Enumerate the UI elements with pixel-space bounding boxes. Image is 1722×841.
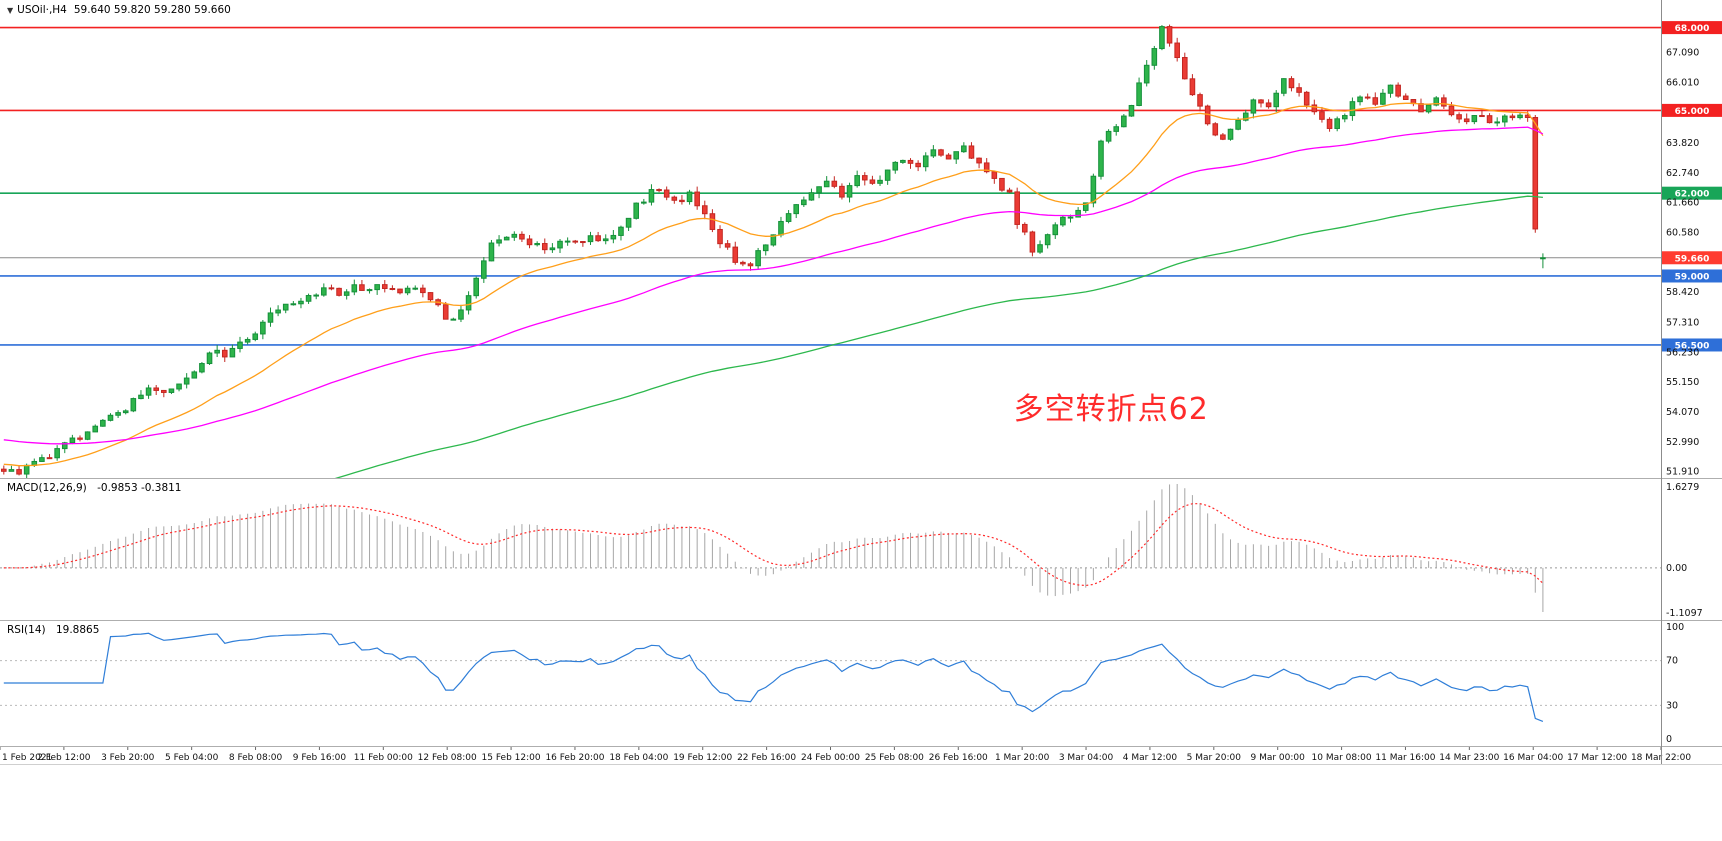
time-axis-label: 26 Feb 16:00: [929, 753, 988, 763]
price-tag: [1662, 251, 1722, 265]
macd-values: -0.9853 -0.3811: [97, 482, 182, 494]
rsi-line: [3, 632, 1544, 722]
time-axis-label: 25 Feb 08:00: [865, 753, 924, 763]
price-axis-tick: 66.010: [1666, 78, 1699, 89]
time-axis-label: 16 Mar 04:00: [1503, 753, 1563, 763]
collapse-arrow-icon[interactable]: ▼: [7, 6, 14, 15]
price-axis-tick: 52.990: [1666, 437, 1699, 448]
annotation-text[interactable]: 多空转折点62: [1013, 391, 1209, 427]
time-axis-label: 4 Mar 12:00: [1123, 753, 1178, 763]
price-axis-tick: 54.070: [1666, 407, 1699, 418]
macd-axis-min: -1.1097: [1666, 608, 1703, 619]
price-axis-tick: 61.660: [1666, 198, 1699, 209]
time-axis-label: 5 Mar 20:00: [1187, 753, 1242, 763]
price-axis-tick: 58.420: [1666, 287, 1699, 298]
price-axis-divider: [1661, 0, 1662, 764]
time-axis-label: 2 Feb 12:00: [37, 753, 91, 763]
macd-axis-max: 1.6279: [1666, 482, 1699, 493]
price-axis-labels[interactable]: 68.000 67.090 66.010 65.000 63.820 62.740 62.0…: [1662, 21, 1722, 478]
rsi-name: RSI(14): [7, 624, 46, 636]
price-axis-tick: 55.150: [1666, 377, 1699, 388]
pane-separator: [0, 764, 1722, 765]
price-axis-tick: 63.820: [1666, 138, 1699, 149]
price-tag: [1662, 269, 1722, 283]
time-axis-label: 9 Feb 16:00: [293, 753, 347, 763]
price-tag: [1662, 338, 1722, 352]
macd-signal-line: [3, 503, 1544, 587]
price-axis-tick: 67.090: [1666, 48, 1699, 59]
level-lines: [0, 26, 1661, 346]
time-axis-label: 1 Mar 20:00: [995, 753, 1050, 763]
time-axis-label: 17 Mar 12:00: [1567, 753, 1627, 763]
ma-fast-line: [3, 102, 1544, 467]
rsi-indicator-label: RSI(14) 19.8865: [7, 624, 99, 636]
rsi-axis-tick: 30: [1666, 700, 1678, 711]
rsi-axis-tick: 100: [1666, 622, 1684, 633]
pane-separator[interactable]: [0, 478, 1722, 479]
price-tag: [1662, 186, 1722, 200]
rsi-axis-tick: 70: [1666, 656, 1678, 667]
time-axis-label: 18 Feb 04:00: [609, 753, 668, 763]
price-tag-text: 59.660: [1675, 254, 1710, 264]
price-tag-text: 68.000: [1675, 24, 1710, 34]
pane-separator: [0, 746, 1722, 747]
time-axis-label: 19 Feb 12:00: [673, 753, 732, 763]
time-axis-label: 1 Feb 2021: [2, 753, 52, 763]
chart-header: ▼ USOil·,H4 59.640 59.820 59.280 59.660: [7, 4, 231, 16]
macd-histogram: [10, 484, 1544, 612]
pane-separator[interactable]: [0, 620, 1722, 621]
rsi-value: 19.8865: [55, 624, 100, 636]
time-axis-label: 14 Mar 23:00: [1439, 753, 1499, 763]
time-axis-label: 12 Feb 08:00: [418, 753, 477, 763]
symbol-period-label: USOil·,H4: [17, 4, 67, 16]
macd-pane-canvas[interactable]: 1.6279 0.00 -1.1097: [0, 478, 1722, 620]
time-axis-label: 11 Feb 00:00: [354, 753, 413, 763]
rsi-axis-tick: 0: [1666, 734, 1672, 745]
macd-name: MACD(12,26,9): [7, 482, 87, 494]
ma-slow-line: [334, 195, 1543, 478]
candles: [1, 24, 1546, 478]
price-tag-text: 62.000: [1675, 190, 1710, 200]
price-tag: [1662, 103, 1722, 117]
time-axis-label: 24 Feb 00:00: [801, 753, 860, 763]
time-axis-label: 3 Feb 20:00: [101, 753, 155, 763]
price-axis-tick: 62.740: [1666, 168, 1699, 179]
main-chart-canvas[interactable]: 68.000 67.090 66.010 65.000 63.820 62.740 62.0…: [0, 0, 1722, 478]
time-axis-label: 3 Mar 04:00: [1059, 753, 1114, 763]
time-axis-label: 9 Mar 00:00: [1251, 753, 1306, 763]
time-axis-label: 22 Feb 16:00: [737, 753, 796, 763]
price-tag-text: 56.500: [1675, 341, 1710, 351]
time-axis-label: 11 Mar 16:00: [1375, 753, 1435, 763]
time-axis-label: 15 Feb 12:00: [482, 753, 541, 763]
bottom-empty-strip: [0, 765, 1722, 841]
price-axis-tick: 60.580: [1666, 227, 1699, 238]
price-tag: [1662, 21, 1722, 35]
time-axis-label: 8 Feb 08:00: [229, 753, 283, 763]
time-axis-label: 10 Mar 08:00: [1312, 753, 1372, 763]
price-axis-tick: 51.910: [1666, 467, 1699, 478]
time-axis-label: 16 Feb 20:00: [545, 753, 604, 763]
time-axis-label: 5 Feb 04:00: [165, 753, 219, 763]
rsi-pane-canvas[interactable]: 100 70 30 0: [0, 620, 1722, 746]
macd-indicator-label: MACD(12,26,9) -0.9853 -0.3811: [7, 482, 182, 494]
ohlc-values: 59.640 59.820 59.280 59.660: [73, 4, 231, 16]
price-tag-text: 65.000: [1675, 107, 1710, 117]
macd-axis-zero: 0.00: [1666, 563, 1687, 574]
price-tag-text: 59.000: [1675, 272, 1710, 282]
ma-medium-line: [3, 126, 1544, 445]
price-axis-tick: 57.310: [1666, 318, 1699, 329]
price-axis-tick: 56.230: [1666, 347, 1699, 358]
